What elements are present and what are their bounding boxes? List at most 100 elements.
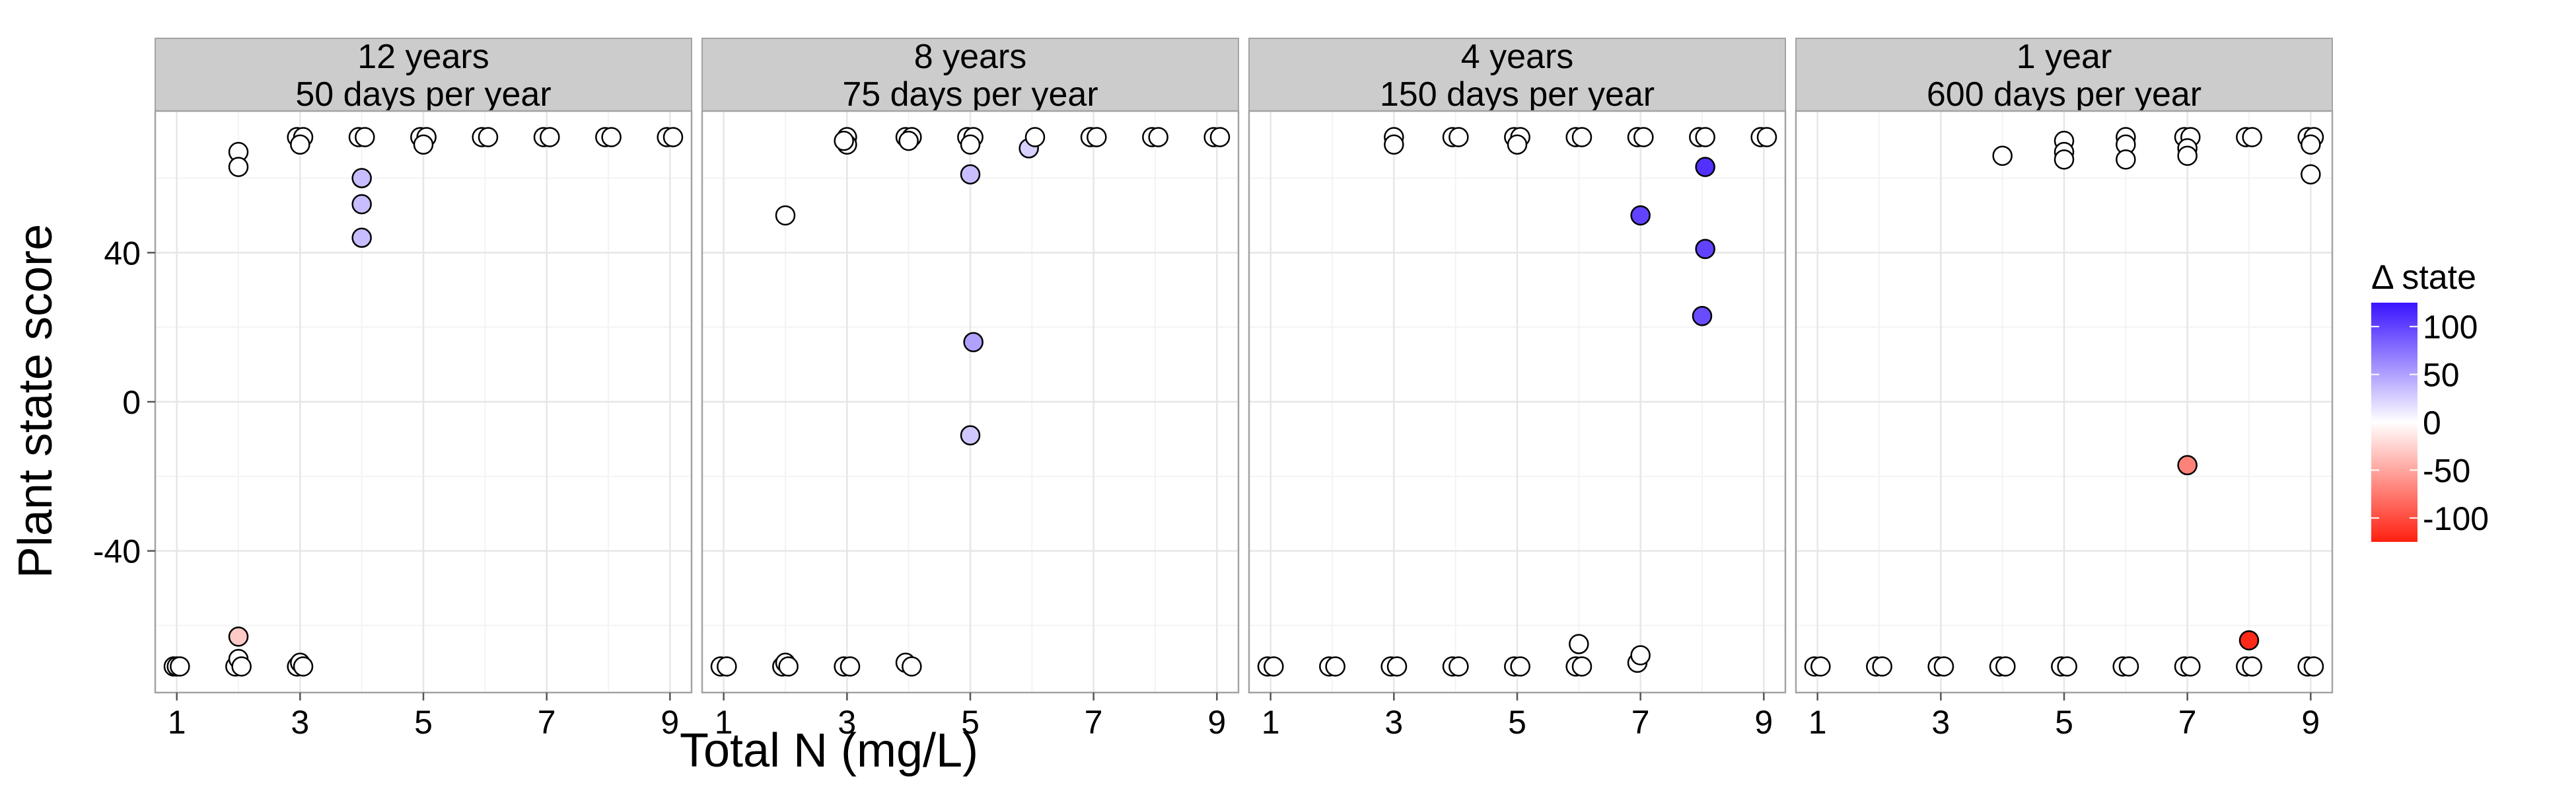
data-point <box>293 656 314 677</box>
data-point <box>478 127 499 147</box>
x-tick-label: 7 <box>1085 704 1103 741</box>
data-point <box>1756 127 1777 147</box>
legend-tick-label: 50 <box>2423 357 2460 394</box>
data-point <box>902 656 922 677</box>
facet-label-line2: 50 days per year <box>295 75 551 114</box>
data-point <box>1571 656 1592 677</box>
data-point <box>1571 127 1592 147</box>
x-tick-label: 5 <box>1508 704 1526 741</box>
data-point <box>228 626 249 647</box>
data-point <box>2301 134 2321 155</box>
data-point <box>2177 145 2198 166</box>
data-point <box>2177 455 2198 476</box>
y-tick-label: 40 <box>104 235 141 272</box>
data-point <box>351 194 372 215</box>
data-point <box>1507 134 1528 155</box>
x-tick-label: 7 <box>2178 704 2197 741</box>
x-tick-label: 5 <box>414 704 433 741</box>
x-tick-label: 1 <box>1262 704 1280 741</box>
facet-label-line2: 600 days per year <box>1927 75 2201 114</box>
data-point <box>1325 656 1345 677</box>
facet-label-line1: 8 years <box>914 38 1027 76</box>
legend-ticks: 100 50 0 -50 -100 <box>2371 309 2489 537</box>
data-point <box>2242 656 2262 677</box>
x-tick-label: 5 <box>2055 704 2073 741</box>
data-point <box>1692 306 1713 326</box>
data-point <box>960 134 981 155</box>
data-point <box>1992 145 2013 166</box>
facet-label-line2: 150 days per year <box>1380 75 1655 114</box>
data-point <box>351 227 372 248</box>
data-point <box>2118 656 2139 677</box>
data-point <box>2301 164 2321 185</box>
data-point <box>170 656 190 677</box>
y-tick-label: -40 <box>93 533 141 570</box>
data-point <box>775 205 796 226</box>
facet-strip <box>155 38 692 112</box>
data-point <box>1510 656 1530 677</box>
x-tick-label: 1 <box>715 704 733 741</box>
facet-label-line1: 12 years <box>357 38 489 76</box>
data-point <box>960 164 981 185</box>
facet-label-line1: 4 years <box>1461 38 1574 76</box>
data-point <box>2057 656 2077 677</box>
data-point <box>413 134 434 155</box>
facet-label-line2: 75 days per year <box>842 75 1098 114</box>
data-point <box>898 130 919 151</box>
data-point <box>228 157 249 177</box>
legend-tick-label: -100 <box>2423 500 2489 537</box>
data-point <box>231 656 252 677</box>
data-point <box>2054 149 2075 170</box>
x-tick-label: 3 <box>838 704 856 741</box>
data-point <box>290 134 310 155</box>
data-point <box>601 127 622 147</box>
data-point <box>717 656 737 677</box>
x-tick-label: 1 <box>168 704 186 741</box>
x-tick-label: 7 <box>538 704 556 741</box>
data-point <box>1995 656 2016 677</box>
data-point <box>1695 239 1715 259</box>
x-tick-label: 3 <box>1384 704 1403 741</box>
data-point <box>1630 645 1651 665</box>
data-point <box>2303 656 2324 677</box>
data-point <box>840 656 861 677</box>
x-tick-label: 5 <box>961 704 980 741</box>
data-point <box>1695 157 1715 177</box>
data-point <box>351 168 372 188</box>
data-point <box>1024 127 1046 147</box>
x-tick-label: 9 <box>1754 704 1773 741</box>
data-point <box>1695 127 1715 147</box>
data-point <box>1872 656 1892 677</box>
legend-title: Δ state <box>2371 258 2476 297</box>
data-point <box>1630 205 1651 226</box>
data-point <box>662 127 684 147</box>
x-tick-label: 3 <box>291 704 309 741</box>
data-point <box>540 127 560 147</box>
data-point <box>1386 656 1408 677</box>
x-tick-label: 1 <box>1808 704 1827 741</box>
data-point <box>1569 634 1589 654</box>
data-point <box>355 127 375 147</box>
facet-strip <box>701 38 1239 112</box>
x-axis-title: Total N (mg/L) <box>680 724 978 777</box>
color-legend: Δ state 100 50 0 -50 -100 <box>2371 258 2489 542</box>
data-point <box>834 130 854 151</box>
data-point <box>778 656 799 677</box>
data-point <box>2238 630 2260 651</box>
legend-tick-label: 100 <box>2423 309 2478 346</box>
facet-label-line1: 1 year <box>2017 38 2112 76</box>
data-point <box>2116 149 2136 170</box>
data-point <box>1449 127 1469 147</box>
x-tick-label: 9 <box>1207 704 1226 741</box>
data-point <box>963 332 984 352</box>
data-point <box>1087 127 1107 147</box>
data-point <box>1810 656 1831 677</box>
data-point <box>2180 656 2201 677</box>
x-tick-label: 9 <box>2301 704 2320 741</box>
